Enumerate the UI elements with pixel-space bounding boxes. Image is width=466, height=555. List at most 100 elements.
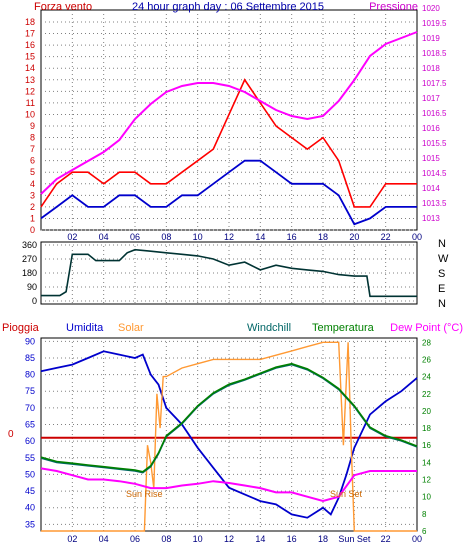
hour-tick-label: 16 bbox=[287, 232, 297, 242]
sun-rise-annotation: Sun Rise bbox=[126, 489, 163, 499]
pressure-tick-label: 1013 bbox=[422, 214, 440, 223]
pressure-tick-label: 1015.5 bbox=[422, 139, 447, 148]
chart-title: 24 hour graph day : 06 Settembre 2015 bbox=[132, 1, 324, 13]
legend-windchill: Windchill bbox=[247, 322, 291, 334]
wind-panel-x-ticks: 02 04 06 08 10 12 14 16 18 20 22 00 bbox=[67, 232, 422, 242]
temperature-panel-plot bbox=[40, 341, 418, 532]
wind-tick-label: 15 bbox=[25, 52, 35, 62]
hour-tick-label: 02 bbox=[67, 232, 77, 242]
wind-tick-label: 2 bbox=[30, 202, 35, 212]
rain-zero-tick: 0 bbox=[8, 429, 14, 440]
direction-panel-plot bbox=[41, 248, 417, 298]
wind-tick-label: 8 bbox=[30, 133, 35, 143]
pressure-tick-label: 1018 bbox=[422, 64, 440, 73]
humidity-tick-label: 45 bbox=[25, 486, 35, 496]
direction-axis-ticks: 0 90 180 270 360 bbox=[22, 240, 37, 306]
hour-tick-label: 18 bbox=[318, 232, 328, 242]
temperature-line bbox=[40, 362, 418, 473]
humidity-line bbox=[40, 350, 418, 519]
temperature-tick-label: 22 bbox=[422, 390, 431, 399]
wind-panel-plot bbox=[40, 31, 418, 226]
wind-tick-label: 17 bbox=[25, 29, 35, 39]
direction-tick-label: 90 bbox=[27, 282, 37, 292]
temperature-tick-label: 20 bbox=[422, 407, 431, 416]
legend-umidita: Umidita bbox=[66, 322, 104, 334]
legend-solar: Solar bbox=[118, 322, 144, 334]
pressure-tick-label: 1019.5 bbox=[422, 19, 447, 28]
wind-tick-label: 18 bbox=[25, 17, 35, 27]
temperature-axis-ticks: 6 8 10 12 14 16 18 20 22 24 26 28 bbox=[422, 338, 431, 536]
temperature-tick-label: 6 bbox=[422, 527, 427, 536]
humidity-tick-label: 85 bbox=[25, 353, 35, 363]
temperature-tick-label: 16 bbox=[422, 441, 431, 450]
wind-tick-label: 9 bbox=[30, 121, 35, 131]
wind-tick-label: 3 bbox=[30, 190, 35, 200]
solar-line bbox=[41, 341, 417, 532]
temperature-tick-label: 12 bbox=[422, 476, 431, 485]
legend-temperatura: Temperatura bbox=[312, 322, 375, 334]
wind-tick-label: 13 bbox=[25, 75, 35, 85]
hour-tick-label: 00 bbox=[412, 232, 422, 242]
humidity-tick-label: 40 bbox=[25, 503, 35, 513]
hour-tick-label: 06 bbox=[130, 232, 140, 242]
temperature-panel-legend: Pioggia Umidita Solar Windchill Temperatura D… bbox=[2, 322, 463, 334]
compass-label: N bbox=[438, 298, 446, 310]
humidity-tick-label: 65 bbox=[25, 420, 35, 430]
wind-tick-label: 14 bbox=[25, 63, 35, 73]
temperature-tick-label: 24 bbox=[422, 373, 431, 382]
hour-tick-label: 18 bbox=[318, 534, 328, 544]
hour-tick-label: 14 bbox=[255, 534, 265, 544]
hour-tick-label: 02 bbox=[67, 534, 77, 544]
temperature-panel-grid bbox=[41, 338, 417, 531]
temperature-panel-x-ticks: 02 04 06 08 10 12 14 16 18 Sun Set 22 00 bbox=[67, 534, 422, 544]
wind-panel-frame bbox=[40, 9, 418, 231]
direction-tick-label: 0 bbox=[32, 296, 37, 306]
wind-tick-label: 0 bbox=[30, 225, 35, 235]
hour-tick-label: 04 bbox=[99, 232, 109, 242]
pressure-tick-label: 1014 bbox=[422, 184, 440, 193]
pressure-line bbox=[40, 31, 418, 195]
wind-average-line bbox=[40, 159, 417, 226]
hour-tick-label: Sun Set bbox=[338, 534, 371, 544]
compass-label: E bbox=[438, 283, 445, 295]
humidity-tick-label: 60 bbox=[25, 436, 35, 446]
hour-tick-label: 08 bbox=[161, 232, 171, 242]
wind-tick-label: 16 bbox=[25, 40, 35, 50]
sun-set-annotation: Sun Set bbox=[330, 489, 363, 499]
wind-axis-label: Forza vento bbox=[34, 1, 92, 13]
temperature-tick-label: 8 bbox=[422, 510, 427, 519]
pressure-tick-label: 1018.5 bbox=[422, 49, 447, 58]
hour-tick-label: 10 bbox=[193, 232, 203, 242]
temperature-humidity-panel: 35 40 45 50 55 60 65 70 75 80 85 90 6 8 10 12 14 16 18 20 2… bbox=[2, 322, 463, 544]
wind-tick-label: 12 bbox=[25, 86, 35, 96]
pressure-tick-label: 1020 bbox=[422, 4, 440, 13]
humidity-tick-label: 70 bbox=[25, 403, 35, 413]
hour-tick-label: 08 bbox=[161, 534, 171, 544]
temperature-tick-label: 28 bbox=[422, 338, 431, 347]
hour-tick-label: 22 bbox=[381, 534, 391, 544]
hour-tick-label: 04 bbox=[99, 534, 109, 544]
pressure-axis-label: Pressione bbox=[369, 1, 418, 13]
pressure-tick-label: 1014.5 bbox=[422, 169, 447, 178]
wind-tick-label: 1 bbox=[30, 213, 35, 223]
hour-tick-label: 00 bbox=[412, 534, 422, 544]
direction-panel-grid bbox=[41, 242, 417, 304]
legend-dewpoint: Dew Point (°C) bbox=[390, 322, 463, 334]
temperature-tick-label: 10 bbox=[422, 493, 431, 502]
humidity-tick-label: 35 bbox=[25, 519, 35, 529]
pressure-tick-label: 1015 bbox=[422, 154, 440, 163]
pressure-tick-label: 1016 bbox=[422, 124, 440, 133]
hour-tick-label: 12 bbox=[224, 232, 234, 242]
hour-tick-label: 16 bbox=[287, 534, 297, 544]
hour-tick-label: 14 bbox=[255, 232, 265, 242]
wind-tick-label: 7 bbox=[30, 144, 35, 154]
wind-tick-label: 11 bbox=[26, 98, 35, 108]
wind-speed-line bbox=[40, 78, 417, 208]
temperature-tick-label: 14 bbox=[422, 458, 431, 467]
